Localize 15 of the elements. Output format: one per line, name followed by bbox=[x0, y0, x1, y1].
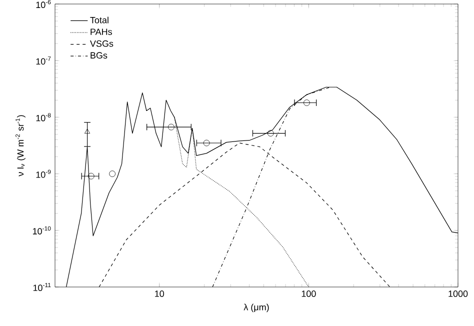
x-axis-title: λ (μm) bbox=[244, 304, 269, 312]
legend-label: BGs bbox=[90, 52, 108, 59]
legend-label: PAHs bbox=[90, 28, 112, 35]
legend-label: Total bbox=[90, 16, 108, 24]
y-tick-label: 10$^{-7}$ bbox=[36, 56, 51, 65]
y-tick-label: 10$^{-9}$ bbox=[36, 170, 51, 178]
x-tick-label: 1000 bbox=[448, 290, 468, 297]
y-axis-title: ν I$_{ν}$ (W m$^{-2}$ sr$^{-1}$) bbox=[16, 115, 26, 176]
y-tick-label: 10$^{-8}$ bbox=[36, 113, 51, 122]
y-tick-label: 10$^{-10}$ bbox=[32, 226, 51, 234]
x-tick-label: 100 bbox=[302, 290, 316, 297]
legend-label: VSGs bbox=[90, 40, 114, 47]
y-tick-label: 10$^{-11}$ bbox=[33, 282, 51, 292]
y-tick-label: 10$^{-6}$ bbox=[36, 0, 51, 8]
x-tick-label: 10 bbox=[155, 290, 164, 297]
